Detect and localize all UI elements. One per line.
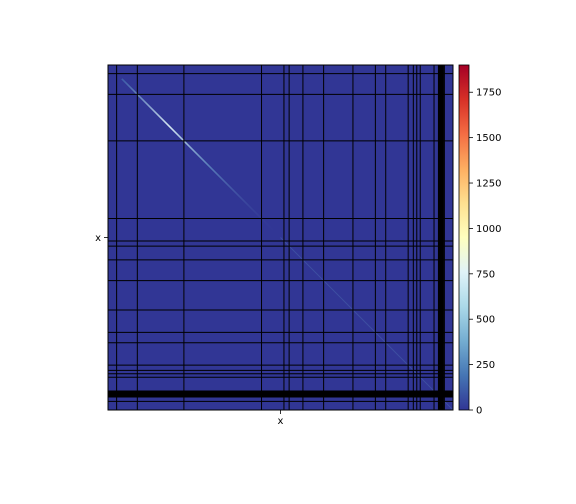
colorbar-tick-label: 0: [476, 406, 482, 417]
colorbar: 0 250 500 750 1000 1250 1500 1750: [458, 64, 501, 417]
heatmap-axes: x x: [95, 233, 283, 427]
colorbar-ticks: 0 250 500 750 1000 1250 1500 1750: [469, 88, 501, 417]
heatmap-plot: [107, 64, 454, 411]
y-tick-label: x: [95, 233, 101, 244]
colorbar-tick-label: 1000: [476, 224, 501, 235]
colorbar-tick-label: 250: [476, 360, 495, 371]
colorbar-tick-label: 1250: [476, 179, 501, 190]
separator-lines: [108, 65, 453, 410]
x-tick-label: x: [278, 416, 284, 427]
colorbar-tick-label: 1750: [476, 88, 501, 99]
diagonal-line-faint: [280, 237, 453, 410]
diagonal-line: [121, 78, 282, 239]
colorbar-tick-label: 1500: [476, 133, 501, 144]
colorbar-tick-label: 750: [476, 269, 495, 280]
diagonal-band: [121, 78, 453, 410]
colorbar-gradient-bar: [458, 64, 470, 411]
colorbar-tick-label: 500: [476, 315, 495, 326]
